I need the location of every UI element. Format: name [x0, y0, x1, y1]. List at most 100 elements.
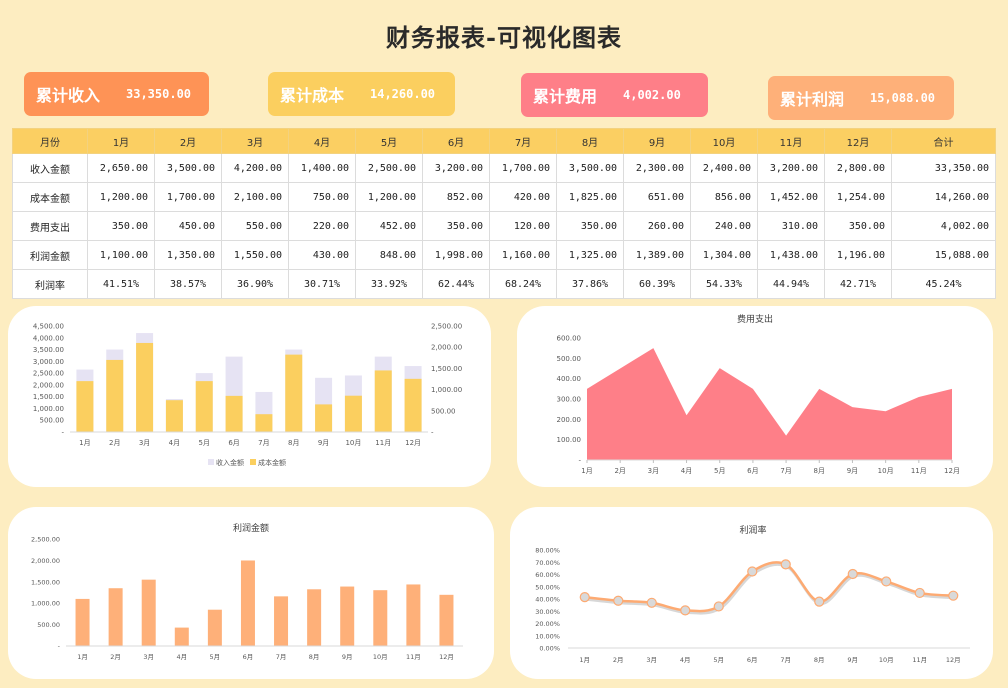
table-row: 成本金额 1,200.00 1,700.00 2,100.00 750.00 1,200.…	[12, 182, 996, 212]
profit-bar	[240, 560, 255, 646]
cost-bar	[76, 381, 94, 432]
profit-bar	[340, 586, 355, 646]
column-header: 3月	[221, 128, 289, 154]
table-cell: 750.00	[288, 182, 356, 212]
svg-text:100.00: 100.00	[557, 436, 582, 444]
expense-area	[587, 348, 952, 460]
svg-text:1,500.00: 1,500.00	[431, 365, 462, 373]
income-cost-chart-card: - 500.00 1,000.00 1,500.00 2,000.00 2,500.00 3…	[8, 306, 491, 487]
table-cell: 36.90%	[221, 269, 289, 299]
profit-bar	[307, 589, 322, 646]
svg-text:1月: 1月	[579, 656, 590, 664]
table-cell: 2,400.00	[690, 153, 758, 183]
svg-text:50.00%: 50.00%	[535, 583, 560, 591]
table-cell: 15,088.00	[891, 240, 996, 270]
table-cell: 350.00	[87, 211, 155, 241]
profit-bar	[174, 627, 189, 646]
svg-text:6月: 6月	[747, 467, 758, 475]
table-cell: 60.39%	[623, 269, 691, 299]
svg-text:1,500.00: 1,500.00	[33, 393, 64, 401]
column-header: 9月	[623, 128, 691, 154]
kpi-card: 累计成本 14,260.00	[268, 72, 455, 116]
table-cell: 41.51%	[87, 269, 155, 299]
table-cell: 2,500.00	[355, 153, 423, 183]
profit-bar-chart: 利润金额 - 500.00 1,000.00 1,500.00 2,000.00 2,500…	[31, 522, 463, 661]
svg-text:收入金额: 收入金额	[216, 458, 244, 467]
svg-text:费用支出: 费用支出	[737, 313, 773, 325]
column-header: 11月	[757, 128, 825, 154]
data-point-marker	[579, 592, 590, 603]
kpi-label: 累计成本	[280, 86, 345, 105]
table-row: 利润金额 1,100.00 1,350.00 1,550.00 430.00 848.00…	[12, 240, 996, 270]
svg-text:5月: 5月	[199, 439, 210, 447]
svg-text:7月: 7月	[276, 653, 287, 661]
svg-text:7月: 7月	[780, 467, 791, 475]
svg-text:-: -	[61, 429, 64, 437]
svg-text:1,000.00: 1,000.00	[31, 600, 60, 608]
table-row: 利润率 41.51% 38.57% 36.90% 30.71% 33.92% 62.44% 6…	[12, 269, 996, 299]
income-cost-bar-chart: - 500.00 1,000.00 1,500.00 2,000.00 2,500.00 3…	[33, 323, 462, 468]
table-cell: 1,700.00	[154, 182, 222, 212]
cost-bar	[195, 381, 213, 432]
table-cell: 1,452.00	[757, 182, 825, 212]
svg-text:11月: 11月	[375, 439, 391, 447]
svg-text:3,500.00: 3,500.00	[33, 346, 64, 354]
table-cell: 848.00	[355, 240, 423, 270]
column-header: 6月	[422, 128, 490, 154]
profit-bar	[439, 594, 454, 646]
svg-text:1月: 1月	[581, 467, 592, 475]
column-header: 2月	[154, 128, 222, 154]
table-cell: 1,200.00	[355, 182, 423, 212]
table-cell: 1,550.00	[221, 240, 289, 270]
table-cell: 1,700.00	[489, 153, 557, 183]
svg-text:500.00: 500.00	[40, 417, 65, 425]
svg-text:-: -	[58, 643, 61, 651]
svg-text:10.00%: 10.00%	[535, 632, 560, 640]
data-point-marker	[914, 587, 925, 599]
data-point-marker	[713, 601, 724, 612]
profit-chart-card: 利润金额 - 500.00 1,000.00 1,500.00 2,000.00 2,500…	[8, 507, 494, 679]
svg-text:3月: 3月	[648, 467, 659, 475]
svg-text:11月: 11月	[406, 653, 421, 661]
data-point-marker	[780, 559, 791, 570]
svg-text:10月: 10月	[373, 653, 388, 661]
kpi-card: 累计利润 15,088.00	[768, 76, 954, 120]
kpi-value: 33,350.00	[126, 87, 192, 101]
table-cell: 651.00	[623, 182, 691, 212]
svg-text:30.00%: 30.00%	[535, 608, 560, 616]
row-header: 费用支出	[12, 211, 88, 241]
svg-text:3,000.00: 3,000.00	[33, 358, 64, 366]
kpi-label: 累计收入	[36, 86, 101, 105]
svg-text:2月: 2月	[110, 653, 121, 661]
table-cell: 420.00	[489, 182, 557, 212]
profit-rate-chart-card: 利润率 0.00% 10.00% 20.00% 30.00% 40.00% 50.00% 60…	[510, 507, 993, 679]
table-cell: 220.00	[288, 211, 356, 241]
svg-text:9月: 9月	[318, 439, 329, 447]
profit-bar	[406, 584, 421, 646]
profit-bar	[108, 588, 123, 646]
svg-text:-: -	[578, 457, 581, 465]
svg-text:0.00%: 0.00%	[539, 645, 560, 653]
svg-text:11月: 11月	[911, 467, 927, 475]
cost-bar	[315, 404, 333, 432]
table-cell: 450.00	[154, 211, 222, 241]
profit-bar	[274, 596, 289, 646]
table-cell: 4,002.00	[891, 211, 996, 241]
svg-text:利润金额: 利润金额	[233, 522, 269, 534]
kpi-value: 15,088.00	[870, 91, 936, 105]
svg-text:2,000.00: 2,000.00	[31, 557, 60, 565]
kpi-card: 累计收入 33,350.00	[24, 72, 209, 116]
table-cell: 54.33%	[690, 269, 758, 299]
table-cell: 852.00	[422, 182, 490, 212]
svg-text:-: -	[431, 429, 434, 437]
table-cell: 44.94%	[757, 269, 825, 299]
data-point-marker	[948, 590, 959, 601]
svg-text:4月: 4月	[681, 467, 692, 475]
svg-text:4,000.00: 4,000.00	[33, 334, 64, 342]
column-header: 12月	[824, 128, 892, 154]
table-cell: 2,650.00	[87, 153, 155, 183]
kpi-label: 累计利润	[780, 90, 845, 109]
svg-text:4月: 4月	[169, 439, 180, 447]
svg-text:4,500.00: 4,500.00	[33, 323, 64, 331]
svg-text:2,500.00: 2,500.00	[431, 323, 462, 331]
